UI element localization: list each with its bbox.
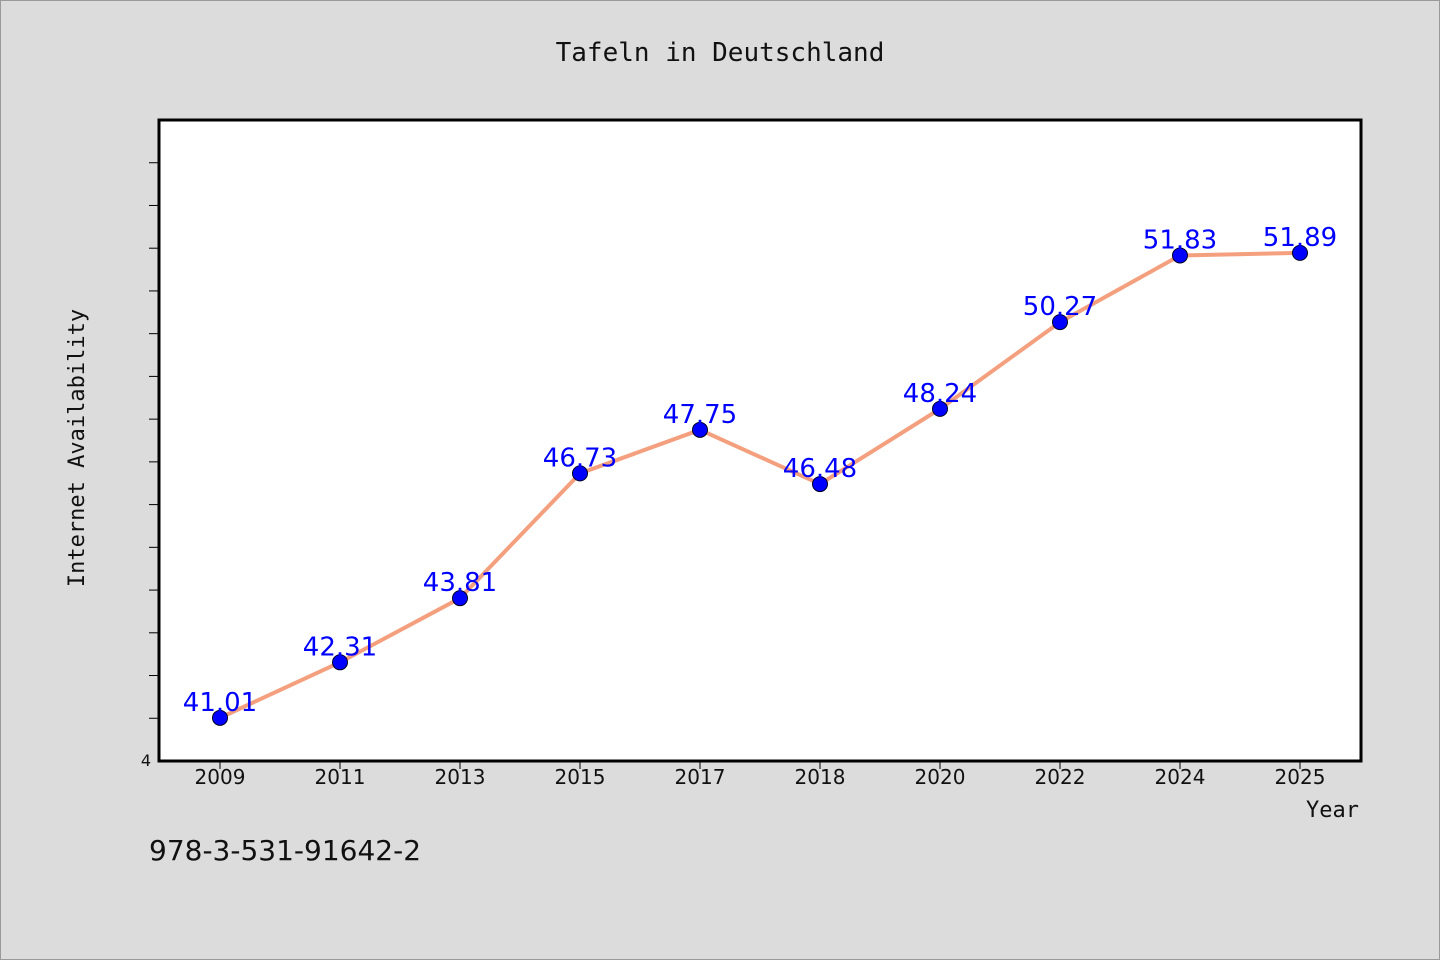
data-label: 48.24 [903,379,977,409]
data-label: 46.73 [543,443,617,473]
x-tick-label: 2011 [315,765,366,789]
series-line-group [219,250,1301,720]
data-point [1292,244,1308,261]
data-point [932,400,948,417]
x-tick-label: 2013 [435,765,486,789]
data-labels: 41.01 42.31 43.81 46.73 47.75 46.48 48.24 50.27… [183,223,1337,718]
data-markers [212,244,1308,726]
y-axis-label: Internet Availability [65,309,90,587]
data-label: 50.27 [1023,292,1097,322]
data-label: 51.89 [1263,223,1337,253]
x-tick-label: 2015 [555,765,606,789]
data-label: 41.01 [183,688,257,718]
x-tick-label: 2018 [795,765,846,789]
data-point [1052,314,1068,331]
data-label: 42.31 [303,632,377,662]
data-point [572,465,588,482]
x-axis-tick-labels: 2009 2011 2013 2015 2017 2018 2020 2022 2024 2025 [195,765,1326,789]
x-tick-label: 2020 [915,765,966,789]
x-axis-ticks [219,761,1301,769]
series-line [219,250,1301,720]
isbn-code: 978-3-531-91642-2 [149,834,422,867]
data-label: 46.48 [783,454,857,484]
data-point [332,654,348,671]
x-tick-label: 2009 [195,765,246,789]
data-label: 47.75 [663,400,737,430]
data-label: 51.83 [1143,225,1217,255]
x-axis-label: Year [1306,798,1359,823]
data-label: 43.81 [423,568,497,598]
data-point [1172,247,1188,264]
chart-title: Tafeln in Deutschland [556,38,885,68]
x-tick-label: 2024 [1155,765,1206,789]
data-point [812,476,828,493]
data-point [212,709,228,726]
x-tick-label: 2017 [675,765,726,789]
y-axis-ticks [149,162,159,719]
data-point [452,590,468,607]
data-point [692,421,708,438]
y-tick-label: 4 [141,751,151,770]
x-tick-label: 2022 [1035,765,1086,789]
x-tick-label: 2025 [1275,765,1326,789]
